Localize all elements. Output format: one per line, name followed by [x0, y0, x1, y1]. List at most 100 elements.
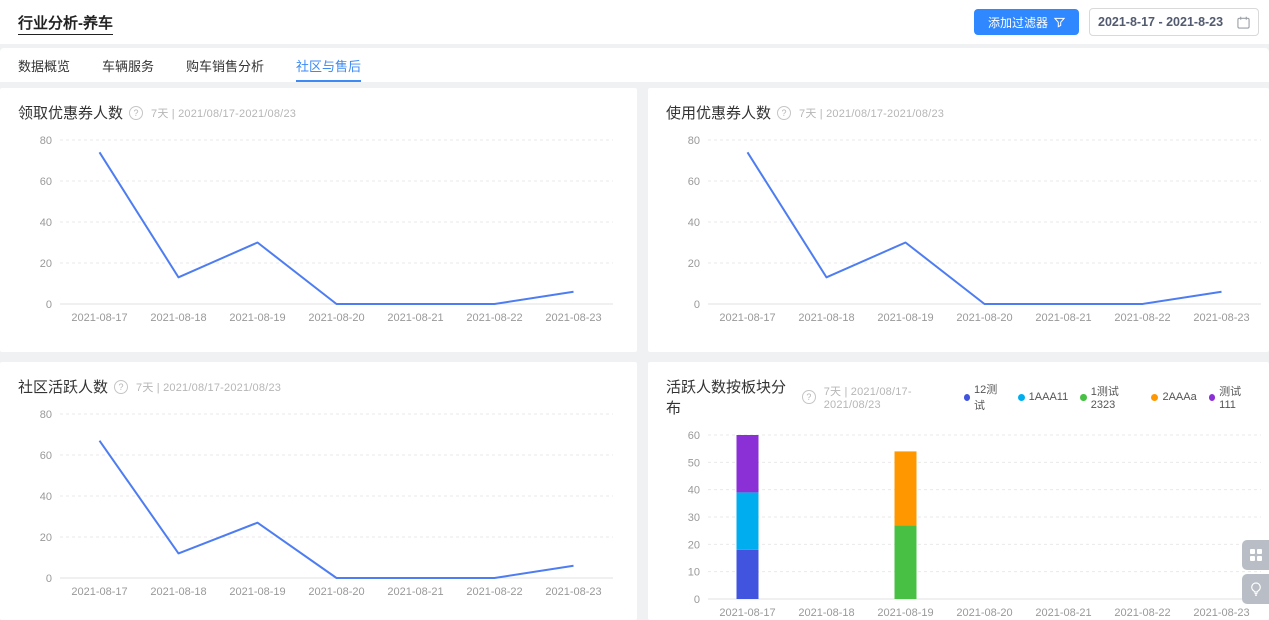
svg-text:30: 30	[688, 512, 700, 524]
legend-item[interactable]: 12测试	[963, 381, 1006, 413]
svg-text:60: 60	[40, 176, 52, 188]
legend-label: 2AAAa	[1162, 391, 1197, 403]
tab-vehicle-service[interactable]: 车辆服务	[102, 58, 155, 74]
legend-item[interactable]: 1AAA11	[1017, 391, 1069, 403]
svg-text:50: 50	[688, 457, 700, 469]
legend-label: 测试111	[1219, 386, 1242, 411]
tab-community-aftersales[interactable]: 社区与售后	[296, 48, 362, 82]
legend-dot-icon	[1208, 393, 1216, 401]
svg-text:2021-08-21: 2021-08-21	[387, 312, 443, 324]
card-coupon-used: 使用优惠券人数 ? 7天 | 2021/08/17-2021/08/23 0 20…	[648, 88, 1269, 352]
svg-text:0: 0	[694, 299, 700, 311]
svg-text:2021-08-22: 2021-08-22	[1114, 607, 1170, 619]
svg-text:2021-08-17: 2021-08-17	[71, 586, 127, 598]
tab-data-overview[interactable]: 数据概览	[18, 58, 71, 74]
bar-legend: 12测试 1AAA11 1测试2323 2AAAa 测试111	[963, 381, 1259, 413]
svg-text:2021-08-19: 2021-08-19	[229, 312, 285, 324]
line-chart-coupon-used[interactable]: 0 20 40 60 80 2021-08-17 2021-08-18 2021-08-19 2…	[658, 127, 1269, 332]
chart-title: 活跃人数按板块分布	[666, 379, 787, 417]
date-range-value: 2021-8-17 - 2021-8-23	[1098, 15, 1224, 29]
card-header: 领取优惠券人数 ? 7天 | 2021/08/17-2021/08/23	[10, 102, 627, 127]
card-active-by-section: 活跃人数按板块分布 ? 7天 | 2021/08/17-2021/08/23 1…	[648, 362, 1269, 620]
legend-label: 1测试2323	[1090, 386, 1119, 411]
svg-text:20: 20	[688, 539, 700, 551]
svg-text:2021-08-19: 2021-08-19	[877, 607, 933, 619]
calendar-icon	[1237, 16, 1250, 29]
svg-text:80: 80	[688, 135, 700, 147]
widgets-grid-icon[interactable]	[1242, 540, 1269, 570]
funnel-icon	[1054, 17, 1065, 28]
page-title: 行业分析-养车	[18, 14, 113, 32]
chart-period: 7天 | 2021/08/17-2021/08/23	[151, 107, 297, 120]
svg-text:20: 20	[40, 258, 52, 270]
add-filter-label: 添加过滤器	[987, 15, 1048, 30]
svg-text:40: 40	[688, 485, 700, 497]
svg-text:2021-08-18: 2021-08-18	[150, 586, 206, 598]
svg-text:40: 40	[40, 217, 52, 229]
chart-period: 7天 | 2021/08/17-2021/08/23	[823, 386, 912, 411]
help-icon[interactable]: ?	[802, 390, 816, 404]
line-chart-community-active[interactable]: 0 20 40 60 80 2021-08-17 2021-08-18 2021-08-19 2…	[10, 401, 627, 606]
card-header: 活跃人数按板块分布 ? 7天 | 2021/08/17-2021/08/23 1…	[658, 376, 1259, 422]
svg-text:2021-08-21: 2021-08-21	[1035, 607, 1091, 619]
svg-text:2021-08-20: 2021-08-20	[308, 586, 364, 598]
card-header: 社区活跃人数 ? 7天 | 2021/08/17-2021/08/23	[10, 376, 627, 401]
card-coupon-received: 领取优惠券人数 ? 7天 | 2021/08/17-2021/08/23 0 20…	[0, 88, 637, 352]
chart-title: 社区活跃人数	[18, 379, 109, 396]
charts-grid: 领取优惠券人数 ? 7天 | 2021/08/17-2021/08/23 0 20…	[0, 88, 1269, 620]
legend-dot-icon	[1151, 393, 1159, 401]
svg-text:2021-08-22: 2021-08-22	[466, 312, 522, 324]
line-chart-coupon-received[interactable]: 0 20 40 60 80 2021-08-17 2021-08-18 2021-08-19 2…	[10, 127, 627, 332]
svg-text:20: 20	[40, 532, 52, 544]
date-range-picker[interactable]: 2021-8-17 - 2021-8-23	[1089, 8, 1259, 36]
svg-text:60: 60	[688, 176, 700, 188]
legend-label: 12测试	[974, 384, 998, 412]
legend-dot-icon	[963, 393, 970, 401]
svg-text:80: 80	[40, 409, 52, 421]
svg-text:60: 60	[688, 430, 700, 442]
chart-title: 领取优惠券人数	[18, 105, 124, 122]
svg-text:2021-08-21: 2021-08-21	[1035, 312, 1091, 324]
svg-text:80: 80	[40, 135, 52, 147]
legend-item[interactable]: 1测试2323	[1080, 383, 1139, 411]
svg-text:2021-08-23: 2021-08-23	[1193, 312, 1249, 324]
svg-text:2021-08-19: 2021-08-19	[229, 586, 285, 598]
svg-text:2021-08-17: 2021-08-17	[719, 607, 775, 619]
svg-text:0: 0	[46, 573, 52, 585]
chart-period: 7天 | 2021/08/17-2021/08/23	[136, 381, 282, 394]
tab-purchase-sales-analysis[interactable]: 购车销售分析	[186, 58, 265, 74]
legend-item[interactable]: 2AAAa	[1151, 391, 1197, 403]
help-icon[interactable]: ?	[129, 105, 144, 120]
svg-text:2021-08-23: 2021-08-23	[545, 586, 601, 598]
svg-text:2021-08-18: 2021-08-18	[798, 607, 854, 619]
svg-text:2021-08-22: 2021-08-22	[1114, 312, 1170, 324]
svg-text:40: 40	[40, 491, 52, 503]
svg-text:0: 0	[46, 299, 52, 311]
add-filter-button[interactable]: 添加过滤器	[973, 9, 1079, 35]
svg-text:2021-08-21: 2021-08-21	[387, 586, 443, 598]
card-community-active: 社区活跃人数 ? 7天 | 2021/08/17-2021/08/23 0 20 4…	[0, 362, 637, 620]
tab-bar: 数据概览 车辆服务 购车销售分析 社区与售后	[0, 48, 1269, 82]
svg-text:20: 20	[688, 258, 700, 270]
svg-text:2021-08-18: 2021-08-18	[150, 312, 206, 324]
legend-label: 1AAA11	[1028, 391, 1069, 403]
svg-text:10: 10	[688, 567, 700, 579]
legend-dot-icon	[1017, 393, 1025, 401]
svg-text:2021-08-19: 2021-08-19	[877, 312, 933, 324]
svg-text:2021-08-20: 2021-08-20	[956, 607, 1012, 619]
lightbulb-icon[interactable]	[1242, 574, 1269, 604]
help-icon[interactable]: ?	[777, 105, 792, 120]
svg-text:0: 0	[694, 594, 700, 606]
page-header: 行业分析-养车 添加过滤器 2021-8-17 - 2021-8-23	[0, 0, 1269, 44]
chart-period: 7天 | 2021/08/17-2021/08/23	[799, 107, 945, 120]
legend-dot-icon	[1080, 393, 1087, 401]
header-actions: 添加过滤器 2021-8-17 - 2021-8-23	[973, 8, 1259, 36]
svg-text:2021-08-17: 2021-08-17	[719, 312, 775, 324]
svg-text:2021-08-20: 2021-08-20	[308, 312, 364, 324]
help-icon[interactable]: ?	[114, 379, 129, 394]
svg-text:2021-08-23: 2021-08-23	[545, 312, 601, 324]
stacked-bar-chart-active-by-section[interactable]: 0 10 20 30 40 50 60 2021-08-17 2021-08-18 2021-08…	[658, 422, 1269, 620]
legend-item[interactable]: 测试111	[1208, 383, 1255, 411]
svg-text:60: 60	[40, 450, 52, 462]
svg-text:2021-08-23: 2021-08-23	[1193, 607, 1249, 619]
